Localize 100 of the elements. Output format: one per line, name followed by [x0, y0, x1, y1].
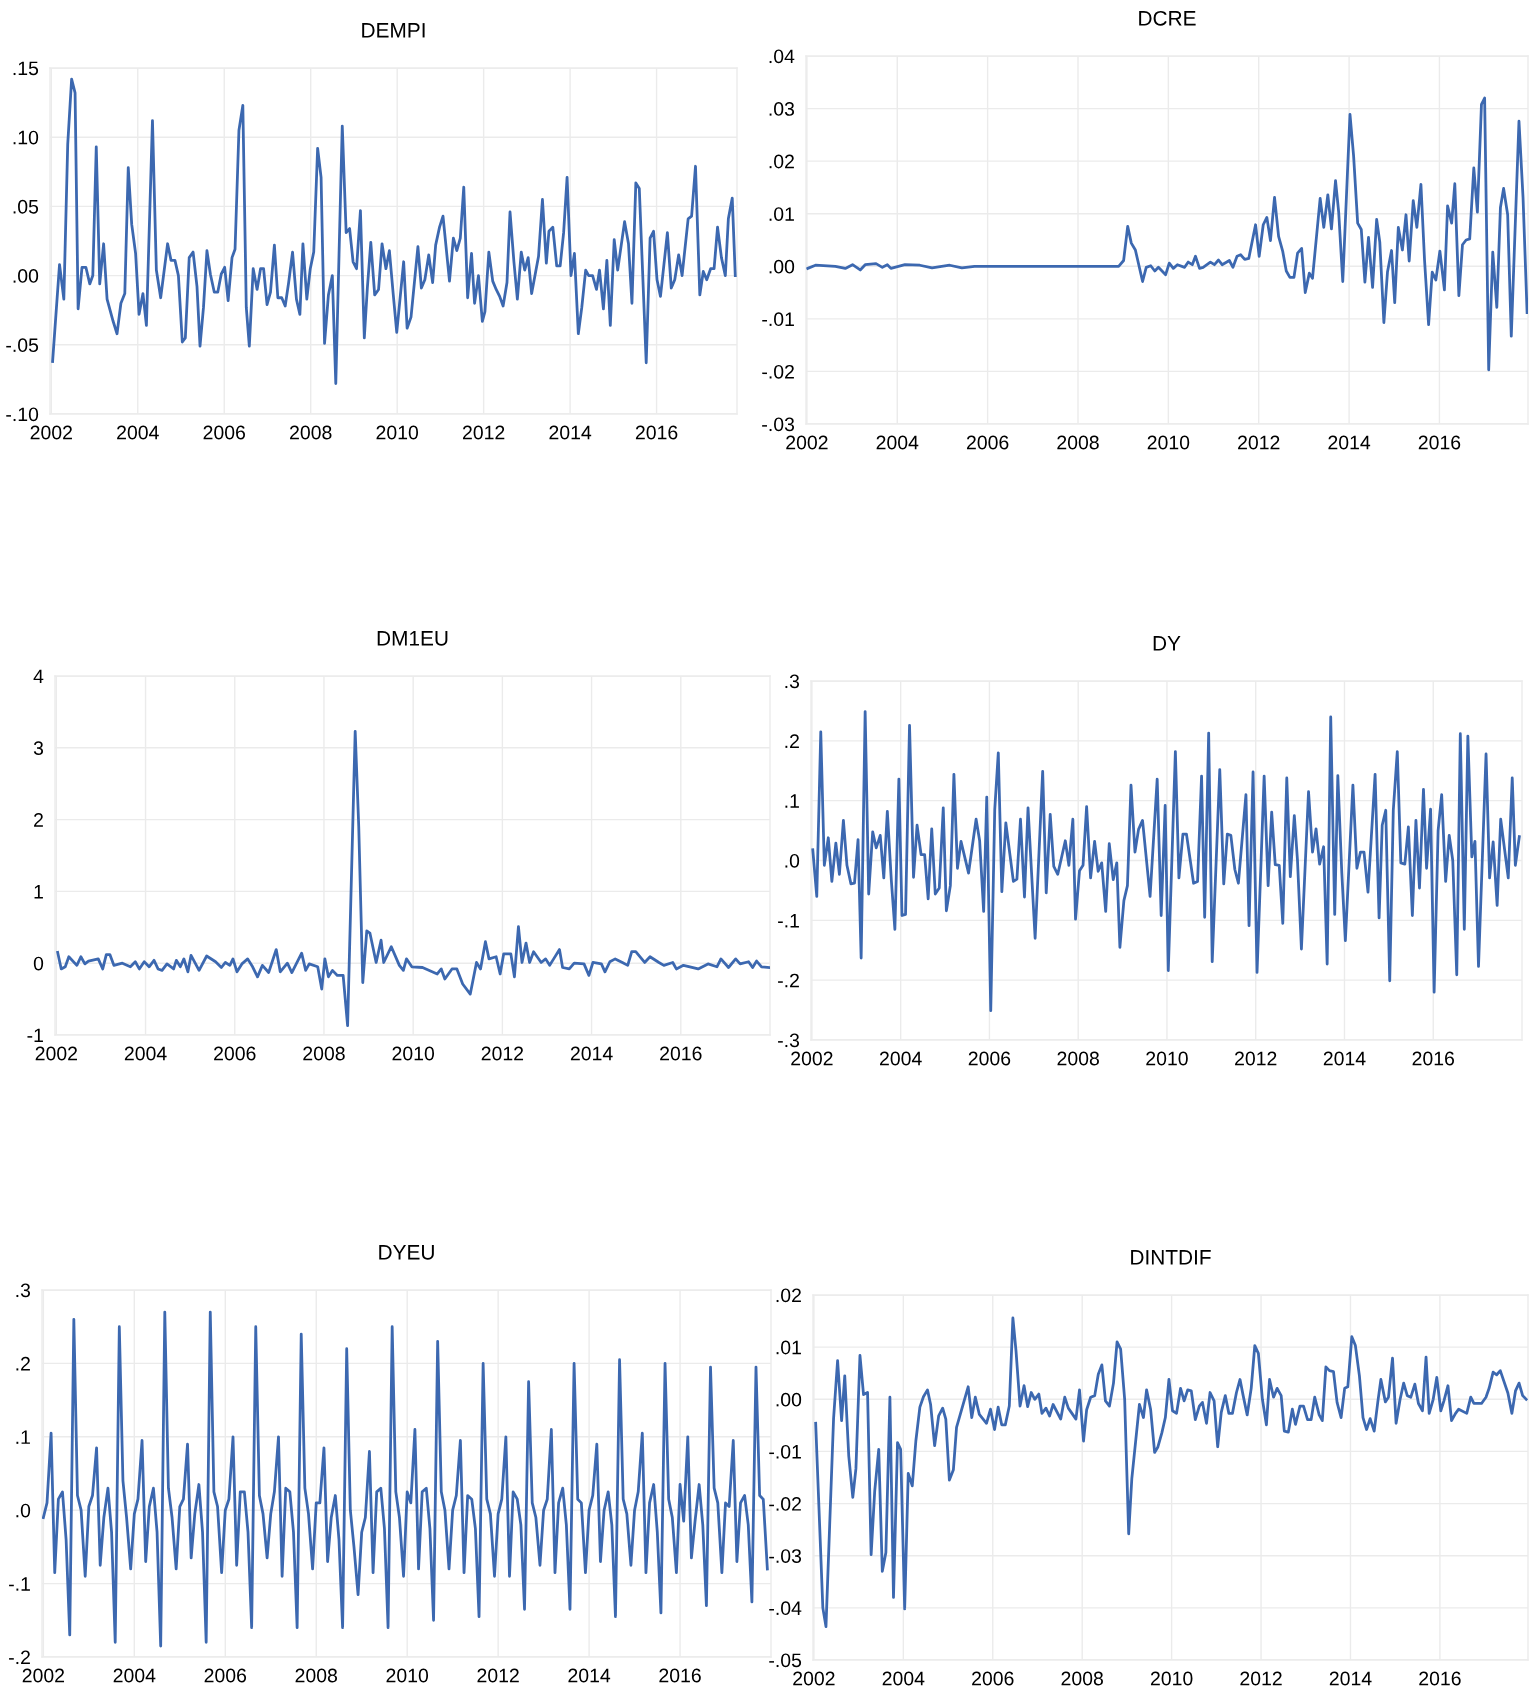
line-series: [56, 729, 770, 1028]
x-tick-label: 2008: [303, 1046, 345, 1061]
x-tick-label: 2008: [290, 425, 332, 440]
y-tick-label: -.01: [762, 312, 794, 327]
x-tick-label: 2004: [876, 435, 919, 450]
x-tick-label: 2010: [376, 425, 419, 440]
x-tick-label: 2014: [1323, 1051, 1366, 1066]
x-tick-label: 2006: [203, 425, 246, 440]
line-series: [51, 77, 737, 385]
y-tick-label: .2: [16, 1356, 30, 1371]
x-tick-label: 2006: [966, 435, 1009, 450]
x-tick-label: 2002: [791, 1051, 833, 1066]
y-tick-label: -.05: [769, 1653, 802, 1668]
x-tick-label: 2014: [1329, 1671, 1372, 1686]
x-tick-label: 2016: [635, 425, 678, 440]
y-tick-label: -.2: [778, 973, 799, 988]
y-tick-label: -.2: [9, 1650, 30, 1665]
x-tick-label: 2014: [1328, 435, 1371, 450]
x-tick-label: 2006: [214, 1046, 256, 1061]
x-tick-label: 2006: [204, 1668, 247, 1683]
y-tick-label: .03: [769, 102, 795, 116]
y-tick-label: 3: [33, 741, 44, 756]
y-tick-label: -.1: [778, 914, 799, 928]
y-tick-label: -.01: [769, 1444, 801, 1459]
x-tick-label: 2014: [570, 1046, 613, 1061]
x-tick-label: 2016: [659, 1668, 701, 1683]
y-tick-label: .0: [16, 1503, 31, 1518]
y-tick-label: 0: [33, 956, 44, 971]
x-tick-label: 2016: [660, 1046, 702, 1061]
x-tick-label: 2010: [392, 1046, 435, 1061]
x-tick-label: 2010: [1150, 1671, 1193, 1686]
x-tick-label: 2016: [1418, 435, 1461, 450]
x-tick-label: 2002: [793, 1671, 835, 1686]
x-tick-label: 2012: [1238, 435, 1280, 450]
x-tick-label: 2002: [35, 1046, 77, 1061]
y-tick-label: .01: [776, 1340, 801, 1355]
y-tick-label: -.02: [769, 1497, 801, 1511]
y-tick-label: -.03: [762, 417, 795, 432]
x-tick-label: 2004: [124, 1046, 167, 1061]
y-tick-label: -.03: [769, 1549, 802, 1563]
chart-title: DYEU: [379, 1245, 434, 1260]
y-tick-label: .05: [13, 199, 39, 214]
x-tick-label: 2002: [30, 425, 72, 440]
line-series: [814, 1316, 1528, 1629]
y-tick-label: -.04: [769, 1601, 802, 1616]
chart-title: DY: [1153, 636, 1181, 651]
x-tick-label: 2004: [113, 1668, 156, 1683]
y-tick-label: 4: [33, 669, 44, 684]
y-tick-label: -.10: [6, 407, 39, 422]
chart-title: DCRE: [1139, 10, 1196, 26]
chart-title: DM1EU: [377, 631, 448, 646]
x-tick-label: 2006: [968, 1051, 1011, 1066]
y-tick-label: -1: [27, 1028, 43, 1043]
x-tick-label: 2012: [481, 1046, 524, 1061]
y-tick-label: .00: [776, 1392, 802, 1407]
x-tick-label: 2002: [22, 1668, 65, 1683]
x-tick-label: 2004: [117, 425, 159, 440]
x-tick-label: 2012: [463, 425, 505, 440]
y-tick-label: .02: [769, 154, 794, 169]
x-tick-label: 2016: [1412, 1051, 1455, 1066]
y-tick-label: -.3: [778, 1033, 800, 1048]
line-series: [42, 1310, 769, 1648]
x-tick-label: 2012: [1240, 1671, 1282, 1686]
x-tick-label: 2010: [1146, 1051, 1188, 1066]
y-tick-label: -.02: [762, 364, 794, 379]
y-tick-label: .00: [769, 259, 795, 274]
y-tick-label: .02: [776, 1288, 801, 1303]
y-tick-label: .10: [13, 130, 39, 145]
x-tick-label: 2008: [1057, 1051, 1099, 1066]
chart-title: DINTDIF: [1131, 1250, 1211, 1265]
x-tick-label: 2008: [1057, 435, 1099, 450]
y-tick-label: .04: [769, 49, 795, 64]
y-tick-label: .1: [16, 1430, 30, 1444]
x-tick-label: 2010: [1147, 435, 1190, 450]
x-tick-label: 2008: [1061, 1671, 1103, 1686]
x-tick-label: 2008: [295, 1668, 338, 1683]
x-tick-label: 2002: [786, 435, 828, 450]
y-tick-label: 1: [34, 885, 43, 899]
y-tick-label: .3: [785, 674, 800, 689]
x-tick-label: 2006: [972, 1671, 1014, 1686]
y-tick-label: .01: [769, 207, 794, 221]
x-tick-label: 2010: [386, 1668, 429, 1683]
x-tick-label: 2004: [880, 1051, 922, 1066]
chart-title: DEMPI: [362, 23, 425, 38]
x-tick-label: 2016: [1419, 1671, 1461, 1686]
line-series: [806, 96, 1528, 372]
y-tick-label: -.1: [9, 1577, 30, 1591]
x-tick-label: 2014: [568, 1668, 611, 1683]
y-tick-label: .00: [13, 269, 39, 283]
line-series: [811, 710, 1521, 1013]
y-tick-label: -.05: [6, 338, 39, 353]
y-tick-label: .3: [16, 1283, 31, 1298]
y-tick-label: .15: [13, 61, 39, 76]
x-tick-label: 2004: [882, 1671, 925, 1686]
y-tick-label: .0: [785, 853, 800, 868]
x-tick-label: 2014: [549, 425, 592, 440]
y-tick-label: .2: [785, 734, 799, 748]
y-tick-label: .1: [785, 794, 799, 808]
x-tick-label: 2012: [1235, 1051, 1277, 1066]
x-tick-label: 2012: [477, 1668, 519, 1683]
